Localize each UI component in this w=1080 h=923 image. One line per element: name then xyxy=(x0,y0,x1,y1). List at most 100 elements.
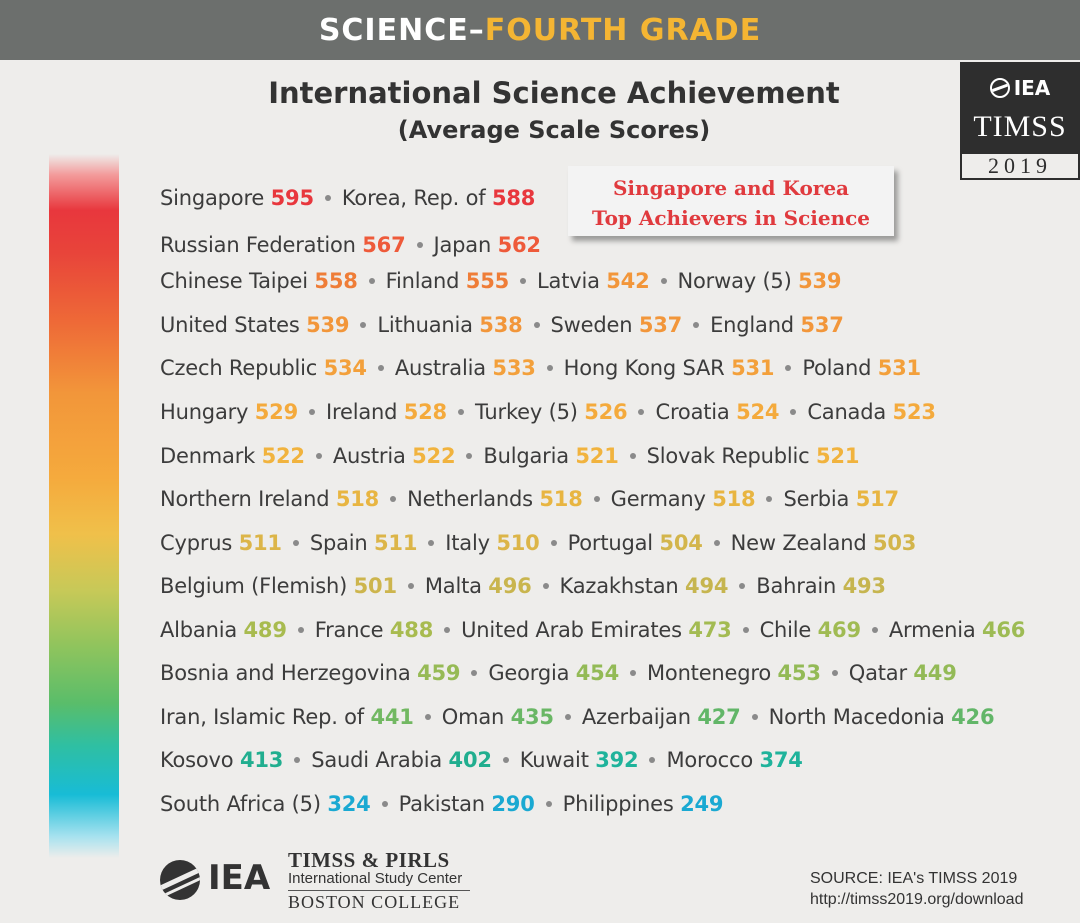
score-row: Denmark 522 Austria 522 Bulgaria 521 Slovak… xyxy=(160,444,859,468)
bullet-separator xyxy=(739,583,746,589)
bullet-separator xyxy=(381,801,388,807)
country-score: 324 xyxy=(327,792,371,816)
bullet-separator xyxy=(713,540,720,546)
badge-org: IEA xyxy=(1013,76,1051,100)
country-entry: Croatia 524 xyxy=(655,400,779,424)
country-entry: Kuwait 392 xyxy=(520,748,639,772)
country-name: United States xyxy=(160,313,300,337)
country-score: 249 xyxy=(680,792,724,816)
country-entry: North Macedonia 426 xyxy=(769,705,995,729)
country-score: 473 xyxy=(688,618,732,642)
country-entry: Turkey (5) 526 xyxy=(475,400,628,424)
callout-line2: Top Achievers in Science xyxy=(591,206,871,230)
country-name: Kazakhstan xyxy=(559,574,679,598)
country-entry: Australia 533 xyxy=(395,356,536,380)
country-name: Korea, Rep. of xyxy=(341,186,486,210)
country-name: North Macedonia xyxy=(768,705,945,729)
country-name: Russian Federation xyxy=(160,233,356,257)
country-entry: Netherlands 518 xyxy=(407,487,583,511)
country-name: Chile xyxy=(759,618,812,642)
score-row: Czech Republic 534 Australia 533 Hong Kong… xyxy=(160,356,921,380)
country-name: Bahrain xyxy=(756,574,837,598)
country-entry: Austria 522 xyxy=(333,444,456,468)
country-score: 488 xyxy=(389,618,434,642)
country-score: 539 xyxy=(306,313,350,337)
score-row: Iran, Islamic Rep. of 441 Oman 435 Azerbai… xyxy=(160,705,995,729)
country-entry: Bosnia and Herzegovina 459 xyxy=(160,661,461,685)
country-entry: Italy 510 xyxy=(445,531,539,555)
country-score: 494 xyxy=(685,574,729,598)
country-score: 539 xyxy=(798,269,842,293)
country-name: Hungary xyxy=(160,400,249,424)
country-entry: Northern Ireland 518 xyxy=(160,487,379,511)
country-score: 489 xyxy=(243,618,287,642)
country-name: Lithuania xyxy=(377,313,473,337)
country-name: Ireland xyxy=(326,400,398,424)
country-score: 531 xyxy=(731,356,775,380)
country-score: 531 xyxy=(877,356,921,380)
country-entry: Russian Federation 567 xyxy=(160,233,406,257)
country-name: Philippines xyxy=(562,792,674,816)
country-entry: Ireland 528 xyxy=(326,400,447,424)
country-name: Sweden xyxy=(550,313,633,337)
country-name: Germany xyxy=(610,487,706,511)
country-name: Austria xyxy=(332,444,406,468)
country-name: Azerbaijan xyxy=(581,705,691,729)
footer-logo-org: IEA xyxy=(208,858,271,898)
country-name: Serbia xyxy=(783,487,850,511)
bullet-separator xyxy=(785,365,792,371)
country-score: 511 xyxy=(238,531,282,555)
bullet-separator xyxy=(309,409,316,415)
bullet-separator xyxy=(693,322,700,328)
country-score: 441 xyxy=(370,705,414,729)
bullet-separator xyxy=(297,627,304,633)
bullet-separator xyxy=(294,757,301,763)
country-score: 435 xyxy=(510,705,554,729)
country-name: Qatar xyxy=(848,661,907,685)
bullet-separator xyxy=(542,583,549,589)
country-score: 511 xyxy=(374,531,418,555)
country-name: Pakistan xyxy=(398,792,486,816)
header-subject: SCIENCE– xyxy=(318,12,485,48)
country-score: 518 xyxy=(539,487,583,511)
bullet-separator xyxy=(315,453,322,459)
country-name: Japan xyxy=(433,233,492,257)
country-name: Kuwait xyxy=(519,748,589,772)
bullet-separator xyxy=(428,540,435,546)
country-entry: Albania 489 xyxy=(160,618,287,642)
source-line1: SOURCE: IEA's TIMSS 2019 xyxy=(810,870,1018,887)
country-entry: France 488 xyxy=(315,618,434,642)
country-score: 454 xyxy=(575,661,619,685)
country-name: Georgia xyxy=(488,661,570,685)
bullet-separator xyxy=(550,540,557,546)
badge-iea: IEA xyxy=(960,76,1080,100)
bullet-separator xyxy=(564,714,571,720)
country-name: Northern Ireland xyxy=(160,487,330,511)
country-score: 504 xyxy=(659,531,703,555)
bullet-separator xyxy=(407,583,414,589)
bullet-separator xyxy=(593,496,600,502)
country-name: Iran, Islamic Rep. of xyxy=(160,705,364,729)
country-entry: Pakistan 290 xyxy=(399,792,535,816)
page-subtitle: (Average Scale Scores) xyxy=(397,116,711,144)
country-score: 526 xyxy=(584,400,628,424)
country-entry: Norway (5) 539 xyxy=(678,269,842,293)
bullet-separator xyxy=(471,670,478,676)
country-entry: United States 539 xyxy=(160,313,350,337)
country-score: 537 xyxy=(638,313,683,337)
bullet-separator xyxy=(424,714,431,720)
country-entry: Montenegro 453 xyxy=(647,661,821,685)
country-entry: Bulgaria 521 xyxy=(483,444,618,468)
country-score: 459 xyxy=(417,661,461,685)
header-grade: FOURTH GRADE xyxy=(484,12,762,48)
score-row: Bosnia and Herzegovina 459 Georgia 454 Mon… xyxy=(160,661,957,685)
country-entry: Belgium (Flemish) 501 xyxy=(160,574,397,598)
country-entry: Georgia 454 xyxy=(488,661,619,685)
score-row: Chinese Taipei 558 Finland 555 Latvia 542 N… xyxy=(160,269,842,293)
country-score: 426 xyxy=(951,705,995,729)
bullet-separator xyxy=(466,453,473,459)
country-name: Slovak Republic xyxy=(646,444,810,468)
country-score: 523 xyxy=(892,400,936,424)
country-name: Saudi Arabia xyxy=(311,748,443,772)
footer-logo-line3: BOSTON COLLEGE xyxy=(288,892,461,912)
